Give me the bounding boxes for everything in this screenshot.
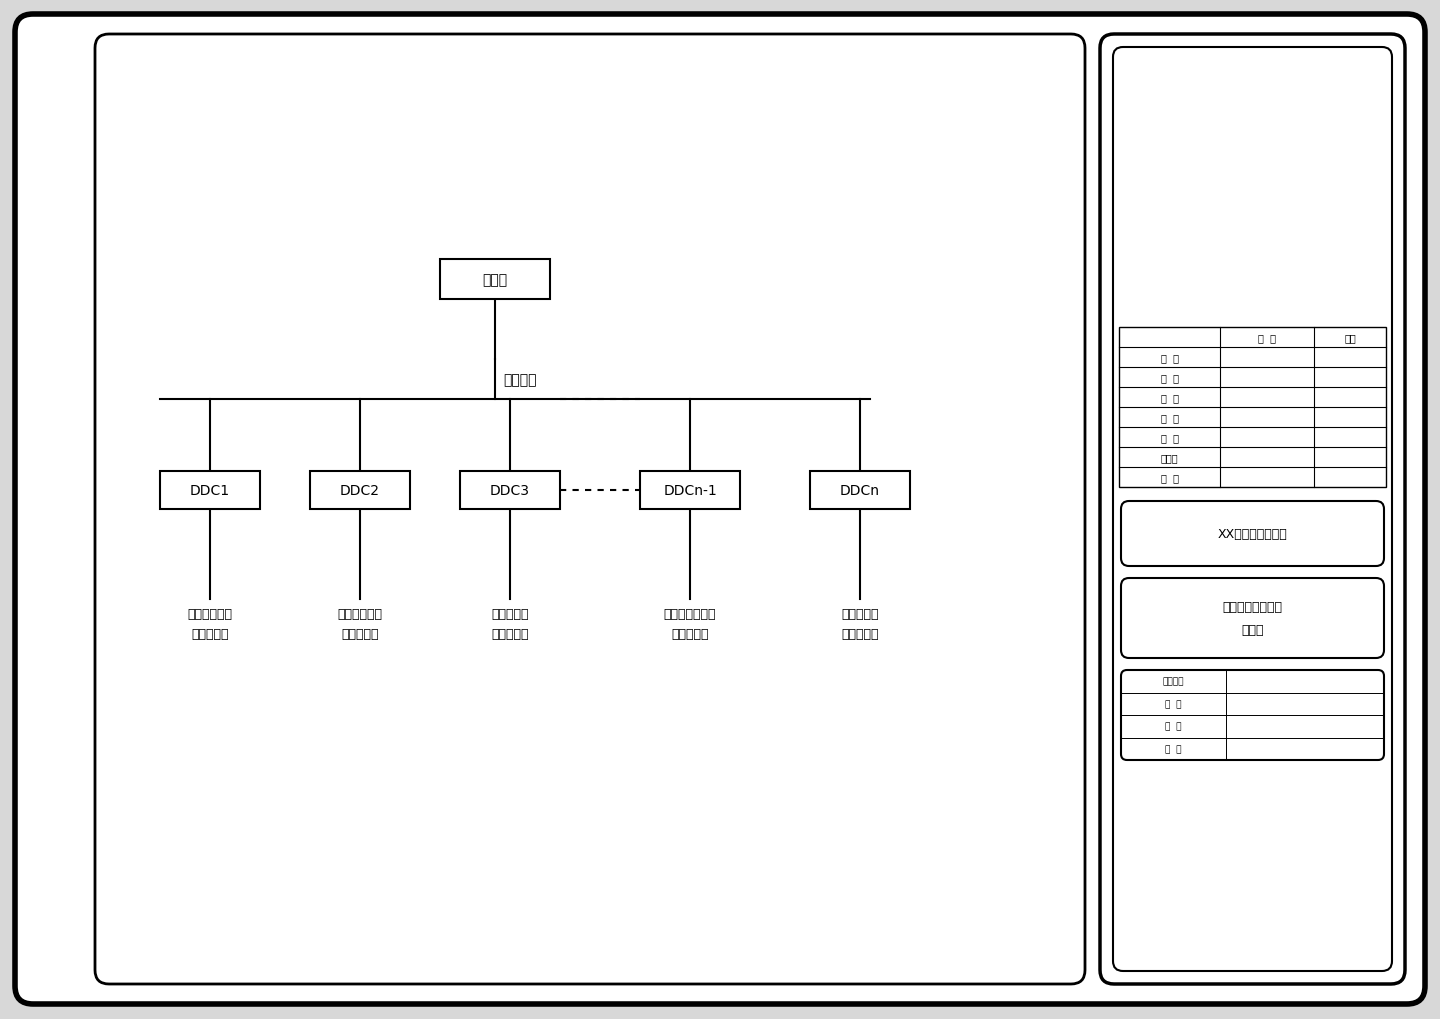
Bar: [639, 472, 740, 510]
Text: 去后备电源设备
及检测元件: 去后备电源设备 及检测元件: [664, 607, 716, 640]
Bar: [459, 472, 560, 510]
FancyBboxPatch shape: [1100, 35, 1405, 984]
Text: 负责人: 负责人: [1161, 452, 1178, 463]
Text: DDC3: DDC3: [490, 484, 530, 497]
Text: 通讯总线: 通讯总线: [503, 373, 537, 386]
FancyBboxPatch shape: [1120, 579, 1384, 658]
Text: DDC2: DDC2: [340, 484, 380, 497]
FancyBboxPatch shape: [1113, 48, 1392, 971]
Text: 去被控设备
及检测元件: 去被控设备 及检测元件: [841, 607, 878, 640]
Text: 去照明设备
及检测元件: 去照明设备 及检测元件: [491, 607, 528, 640]
Bar: [310, 472, 410, 510]
Text: 图  号: 图 号: [1165, 745, 1182, 753]
FancyBboxPatch shape: [1120, 671, 1384, 760]
Bar: [441, 260, 550, 300]
Text: DDC1: DDC1: [190, 484, 230, 497]
Text: 审  定: 审 定: [1161, 433, 1179, 442]
Text: 中央站: 中央站: [482, 273, 507, 286]
FancyBboxPatch shape: [14, 15, 1426, 1004]
Text: 去变配电设备
及检测元件: 去变配电设备 及检测元件: [337, 607, 383, 640]
Text: 签  名: 签 名: [1259, 332, 1276, 342]
Text: 建筑设备控制系统
原理图: 建筑设备控制系统 原理图: [1223, 600, 1283, 637]
Text: 工  程: 工 程: [1161, 473, 1179, 483]
Text: 日期: 日期: [1344, 332, 1356, 342]
Text: 日  期: 日 期: [1165, 700, 1182, 708]
Text: 工程编号: 工程编号: [1164, 677, 1184, 686]
FancyBboxPatch shape: [1120, 501, 1384, 567]
Bar: [160, 472, 261, 510]
Text: 图  别: 图 别: [1165, 722, 1182, 731]
Bar: [1119, 328, 1385, 487]
Text: 去给排水设备
及检测元件: 去给排水设备 及检测元件: [187, 607, 232, 640]
Bar: [811, 472, 910, 510]
Text: DDCn: DDCn: [840, 484, 880, 497]
Text: XX花园智能化系统: XX花园智能化系统: [1218, 528, 1287, 540]
Text: 设  计: 设 计: [1161, 373, 1179, 382]
Text: 审  核: 审 核: [1161, 413, 1179, 423]
Text: 绘  图: 绘 图: [1161, 353, 1179, 363]
FancyBboxPatch shape: [95, 35, 1084, 984]
Text: DDCn-1: DDCn-1: [664, 484, 717, 497]
Text: 校  对: 校 对: [1161, 392, 1179, 403]
